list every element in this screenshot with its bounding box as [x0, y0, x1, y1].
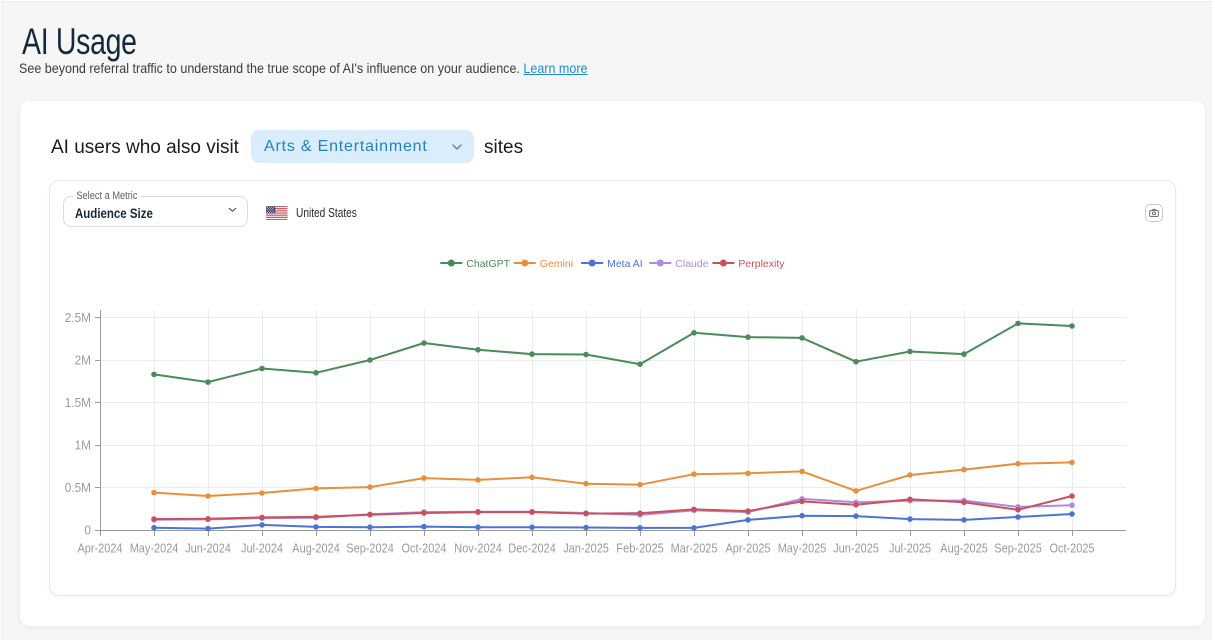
svg-text:Sep-2025: Sep-2025 — [994, 541, 1042, 556]
svg-text:Jan-2025: Jan-2025 — [563, 541, 609, 556]
svg-text:0.5M: 0.5M — [65, 480, 91, 495]
svg-text:Jul-2025: Jul-2025 — [889, 541, 931, 556]
svg-text:Meta AI: Meta AI — [607, 258, 643, 270]
svg-text:Jun-2024: Jun-2024 — [185, 541, 231, 556]
svg-text:May-2025: May-2025 — [778, 541, 827, 556]
svg-text:Oct-2025: Oct-2025 — [1050, 541, 1095, 556]
svg-text:Feb-2025: Feb-2025 — [616, 541, 664, 556]
svg-text:Jun-2025: Jun-2025 — [833, 541, 879, 556]
svg-text:Claude: Claude — [675, 258, 708, 270]
svg-text:Aug-2025: Aug-2025 — [940, 541, 988, 556]
svg-text:ChatGPT: ChatGPT — [466, 258, 510, 270]
svg-text:Perplexity: Perplexity — [738, 258, 785, 270]
svg-text:Oct-2024: Oct-2024 — [402, 541, 447, 556]
svg-text:2M: 2M — [75, 353, 91, 368]
svg-text:May-2024: May-2024 — [130, 541, 179, 556]
svg-text:Mar-2025: Mar-2025 — [671, 541, 718, 556]
svg-text:1.5M: 1.5M — [65, 395, 91, 410]
svg-text:0: 0 — [84, 523, 91, 538]
svg-text:Apr-2024: Apr-2024 — [78, 541, 123, 556]
svg-text:Sep-2024: Sep-2024 — [346, 541, 394, 556]
svg-text:1M: 1M — [75, 438, 91, 453]
svg-text:Gemini: Gemini — [540, 258, 573, 270]
svg-text:Aug-2024: Aug-2024 — [292, 541, 340, 556]
svg-text:Nov-2024: Nov-2024 — [454, 541, 502, 556]
svg-text:2.5M: 2.5M — [65, 310, 91, 325]
svg-text:Jul-2024: Jul-2024 — [241, 541, 283, 556]
svg-text:Dec-2024: Dec-2024 — [508, 541, 556, 556]
svg-text:Apr-2025: Apr-2025 — [726, 541, 771, 556]
